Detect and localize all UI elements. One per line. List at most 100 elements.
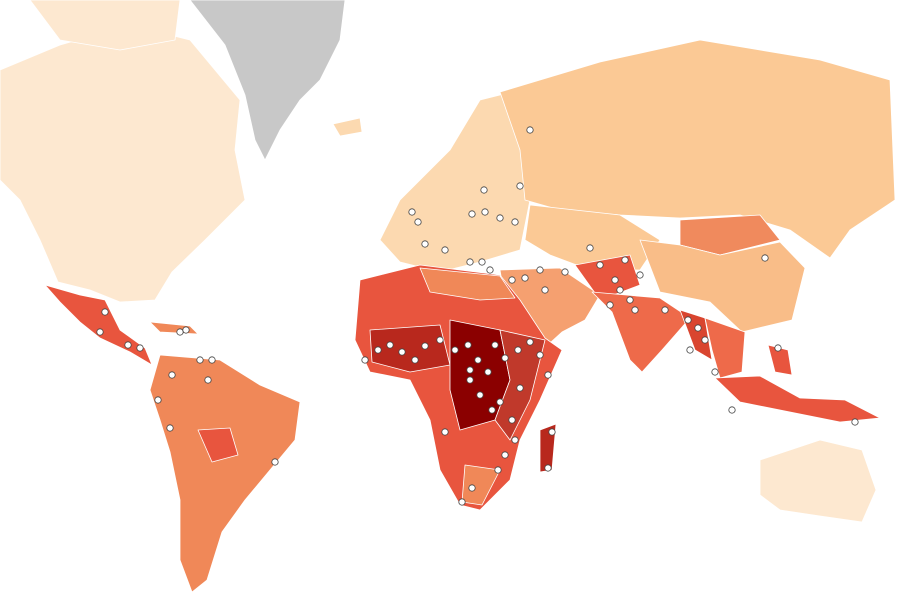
event-point — [451, 346, 459, 354]
event-point — [508, 276, 516, 284]
event-point — [182, 326, 190, 334]
event-point — [508, 416, 516, 424]
event-point — [728, 406, 736, 414]
event-point — [516, 384, 524, 392]
event-point — [511, 218, 519, 226]
event-point — [101, 308, 109, 316]
greenland — [189, 0, 346, 161]
event-point — [464, 341, 472, 349]
arctic-islands — [29, 0, 181, 51]
event-point — [168, 371, 176, 379]
event-point — [851, 418, 859, 426]
event-points — [96, 126, 859, 506]
bolivia — [197, 427, 239, 463]
event-point — [544, 371, 552, 379]
event-point — [398, 348, 406, 356]
event-point — [636, 271, 644, 279]
event-point — [496, 214, 504, 222]
west-africa — [369, 324, 451, 373]
event-point — [661, 306, 669, 314]
event-point — [516, 182, 524, 190]
iceland — [332, 117, 363, 137]
russia — [499, 39, 896, 259]
event-point — [536, 266, 544, 274]
australia — [759, 439, 877, 523]
event-point — [596, 261, 604, 269]
event-point — [468, 210, 476, 218]
event-point — [526, 338, 534, 346]
event-point — [468, 484, 476, 492]
event-point — [466, 258, 474, 266]
event-point — [501, 451, 509, 459]
event-point — [481, 208, 489, 216]
event-point — [631, 306, 639, 314]
event-point — [526, 126, 534, 134]
event-point — [421, 342, 429, 350]
event-point — [536, 351, 544, 359]
event-point — [458, 498, 466, 506]
event-point — [626, 296, 634, 304]
event-point — [436, 336, 444, 344]
southern-africa — [461, 464, 501, 506]
event-point — [96, 328, 104, 336]
event-point — [521, 274, 529, 282]
event-point — [466, 366, 474, 374]
event-point — [421, 240, 429, 248]
madagascar — [539, 423, 557, 473]
event-point — [561, 268, 569, 276]
event-point — [621, 256, 629, 264]
event-point — [541, 286, 549, 294]
event-point — [154, 396, 162, 404]
event-point — [606, 301, 614, 309]
event-point — [611, 276, 619, 284]
event-point — [496, 398, 504, 406]
event-point — [408, 208, 416, 216]
event-point — [701, 336, 709, 344]
event-point — [686, 346, 694, 354]
event-point — [204, 376, 212, 384]
event-point — [486, 266, 494, 274]
event-point — [136, 344, 144, 352]
event-point — [176, 328, 184, 336]
event-point — [466, 376, 474, 384]
north-africa — [419, 267, 516, 301]
event-point — [124, 341, 132, 349]
event-point — [774, 344, 782, 352]
event-point — [271, 458, 279, 466]
south-america — [149, 354, 301, 593]
event-point — [414, 218, 422, 226]
event-point — [374, 346, 382, 354]
event-point — [694, 324, 702, 332]
event-point — [441, 246, 449, 254]
event-point — [411, 356, 419, 364]
event-point — [616, 286, 624, 294]
event-point — [548, 428, 556, 436]
event-point — [491, 341, 499, 349]
pakistan-afghanistan — [574, 254, 641, 301]
event-point — [474, 356, 482, 364]
event-point — [480, 186, 488, 194]
event-point — [196, 356, 204, 364]
event-point — [761, 254, 769, 262]
event-point — [501, 354, 509, 362]
event-point — [441, 428, 449, 436]
mongolia — [679, 214, 781, 256]
event-point — [476, 391, 484, 399]
event-point — [386, 341, 394, 349]
event-point — [514, 346, 522, 354]
event-point — [208, 356, 216, 364]
event-point — [488, 406, 496, 414]
event-point — [711, 368, 719, 376]
event-point — [494, 466, 502, 474]
indochina — [704, 317, 746, 379]
event-point — [484, 368, 492, 376]
indonesia — [714, 375, 881, 423]
event-point — [544, 464, 552, 472]
event-point — [361, 356, 369, 364]
china — [639, 239, 806, 333]
event-point — [478, 258, 486, 266]
event-point — [586, 244, 594, 252]
event-point — [511, 436, 519, 444]
